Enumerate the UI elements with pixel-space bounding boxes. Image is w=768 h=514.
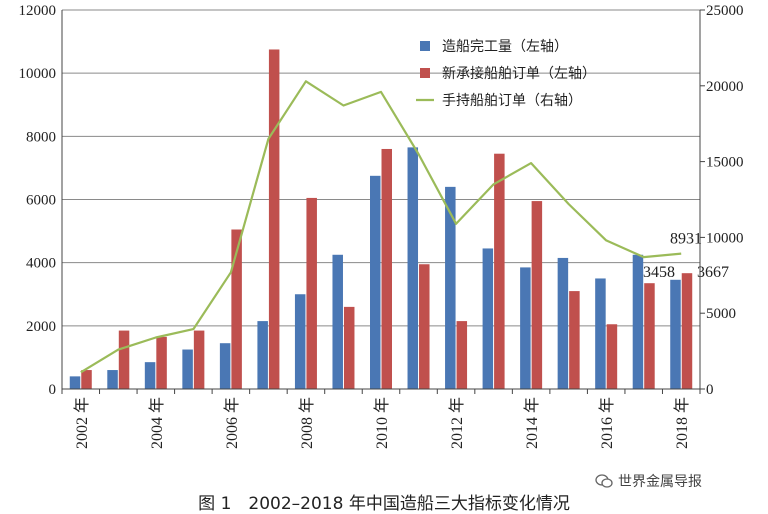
bar-completion (407, 147, 419, 389)
right-axis-tick-label: 10000 (706, 230, 744, 246)
left-axis-tick-label: 8000 (26, 129, 56, 145)
bar-completion (445, 186, 456, 389)
line-group (80, 80, 682, 374)
bar-new-orders (231, 229, 242, 389)
data-label-holding: 8931 (670, 231, 702, 248)
legend-label: 造船完工量（左轴） (442, 39, 568, 55)
legend-swatch (420, 41, 430, 51)
bar-completion (632, 254, 644, 389)
bar-completion (332, 254, 343, 389)
x-axis-tick-label: 2008 年 (298, 397, 316, 449)
x-axis-tick-label: 2012 年 (448, 397, 466, 449)
bar-completion (595, 278, 606, 389)
bar-completion (107, 370, 118, 389)
bar-new-orders (419, 264, 430, 389)
bar-group (69, 49, 693, 390)
figure-caption: 图 1 2002–2018 年中国造船三大指标变化情况 (198, 494, 570, 514)
bar-new-orders (306, 197, 317, 389)
bar-completion (144, 362, 156, 389)
bar-new-orders (268, 49, 280, 390)
gridlines (62, 9, 700, 327)
axes (61, 9, 705, 394)
bar-new-orders (456, 321, 468, 389)
bar-new-orders (381, 148, 392, 389)
bar-completion (520, 267, 531, 389)
legend: 造船完工量（左轴） 新承接船舶订单（左轴） 手持船舶订单（右轴） (416, 39, 596, 109)
wechat-icon (595, 474, 613, 488)
legend-label: 新承接船舶订单（左轴） (442, 65, 596, 82)
bar-new-orders (531, 201, 543, 389)
bar-new-orders (569, 291, 580, 389)
bar-new-orders (644, 283, 655, 389)
x-axis-tick-label: 2002 年 (73, 397, 91, 449)
x-axis-tick-label: 2014 年 (523, 397, 541, 449)
bar-new-orders (156, 336, 167, 389)
x-axis-tick-label: 2010 年 (373, 397, 391, 449)
data-labels: 8931 3458 3667 (643, 231, 729, 281)
bar-new-orders (193, 330, 205, 389)
bar-completion (482, 248, 494, 389)
bar-new-orders (118, 330, 130, 389)
right-axis-tick-label: 20000 (706, 79, 744, 95)
right-axis-tick-label: 5000 (706, 306, 736, 322)
bar-new-orders (81, 370, 92, 389)
line-holding-orders (80, 80, 682, 374)
legend-swatch (420, 68, 430, 78)
left-axis-tick-label: 4000 (26, 256, 56, 272)
bar-new-orders (681, 273, 693, 389)
watermark-text: 世界金属导报 (618, 474, 702, 490)
bar-new-orders (494, 153, 505, 389)
bar-completion (219, 343, 231, 389)
left-axis-tick-label: 0 (49, 382, 57, 398)
right-axis-tick-label: 0 (706, 382, 714, 398)
bar-new-orders (606, 324, 618, 389)
right-axis-tick-label: 15000 (706, 155, 744, 171)
left-axis-tick-label: 12000 (19, 3, 57, 19)
right-axis-tick-label: 25000 (706, 3, 744, 19)
bar-completion (257, 321, 268, 389)
watermark: 世界金属导报 (592, 470, 705, 492)
x-axis-tick-label: 2018 年 (673, 397, 691, 449)
bar-new-orders (343, 306, 355, 389)
left-axis-tick-label: 2000 (26, 319, 56, 335)
x-axis-tick-label: 2006 年 (223, 397, 241, 449)
tick-labels: 0 2000 4000 6000 8000 10000 12000 0 5000 10000 150… (19, 3, 744, 449)
x-axis-tick-label: 2004 年 (148, 397, 166, 449)
x-axis-tick-label: 2016 年 (598, 397, 616, 449)
bar-completion (370, 175, 381, 389)
left-axis-tick-label: 10000 (19, 66, 57, 82)
data-label-completion: 3458 (643, 264, 675, 281)
bar-completion (182, 349, 193, 389)
bar-completion (69, 376, 81, 389)
legend-label: 手持船舶订单（右轴） (442, 93, 582, 109)
bar-completion (670, 279, 681, 389)
data-label-new-orders: 3667 (697, 264, 729, 281)
bar-completion (294, 294, 306, 389)
bar-completion (557, 257, 569, 389)
left-axis-tick-label: 6000 (26, 193, 56, 209)
